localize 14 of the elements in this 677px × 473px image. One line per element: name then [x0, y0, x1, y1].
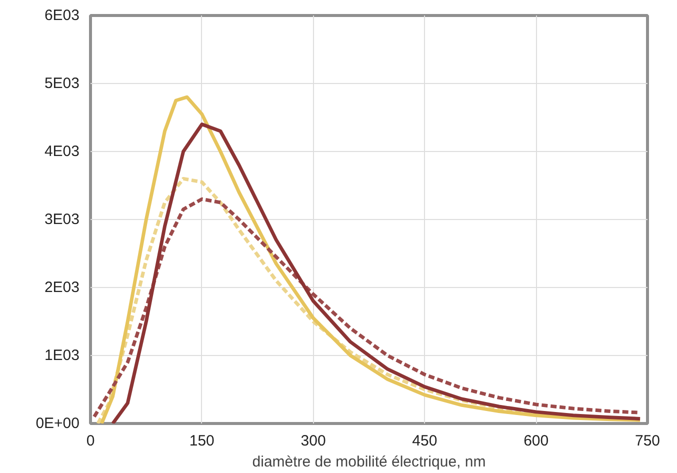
y-tick-label: 3E03: [44, 211, 80, 228]
y-tick-label: 5E03: [44, 75, 80, 92]
x-tick-label: 750: [634, 432, 660, 450]
x-tick-label: 150: [189, 432, 214, 450]
x-tick-label: 450: [412, 432, 438, 450]
y-tick-label: 4E03: [44, 143, 80, 160]
x-tick-label: 600: [524, 432, 549, 450]
y-tick-label: 6E03: [44, 7, 80, 24]
y-tick-label: 0E+00: [36, 415, 80, 432]
x-tick-label: 0: [86, 432, 95, 450]
y-tick-label: 1E03: [44, 347, 80, 364]
x-tick-label: 300: [300, 432, 326, 450]
x-axis-title: diamètre de mobilité électrique, nm: [252, 454, 486, 470]
y-tick-label: 2E03: [44, 279, 80, 296]
